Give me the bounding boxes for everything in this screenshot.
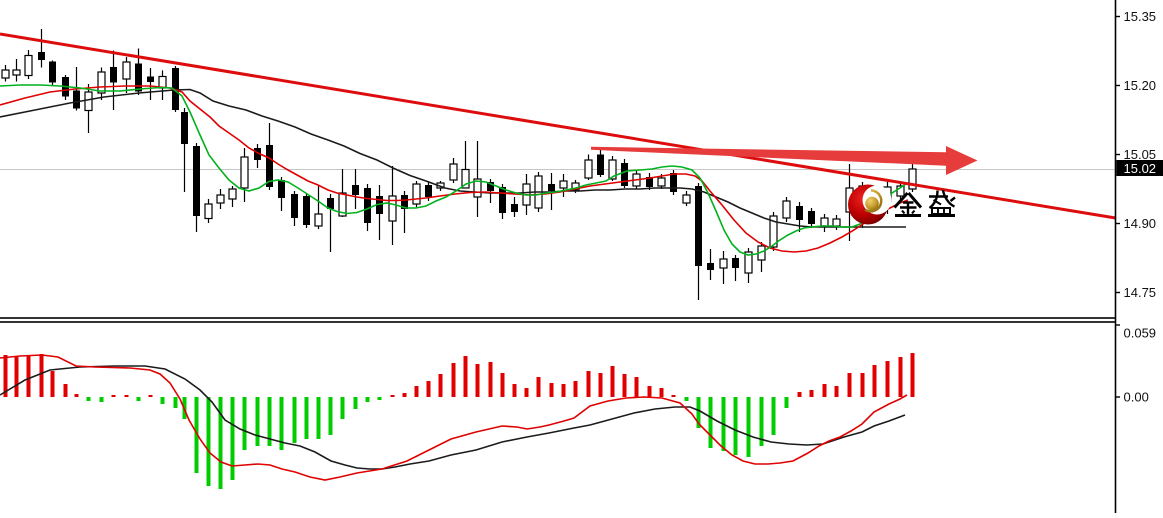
svg-text:15.20: 15.20 <box>1124 78 1157 93</box>
svg-text:0.00: 0.00 <box>1124 390 1149 405</box>
svg-text:15.05: 15.05 <box>1124 147 1157 162</box>
svg-text:15.02: 15.02 <box>1124 161 1157 176</box>
svg-text:15.35: 15.35 <box>1124 9 1157 24</box>
svg-text:0.059: 0.059 <box>1124 326 1157 341</box>
svg-text:14.90: 14.90 <box>1124 216 1157 231</box>
svg-text:14.75: 14.75 <box>1124 285 1157 300</box>
